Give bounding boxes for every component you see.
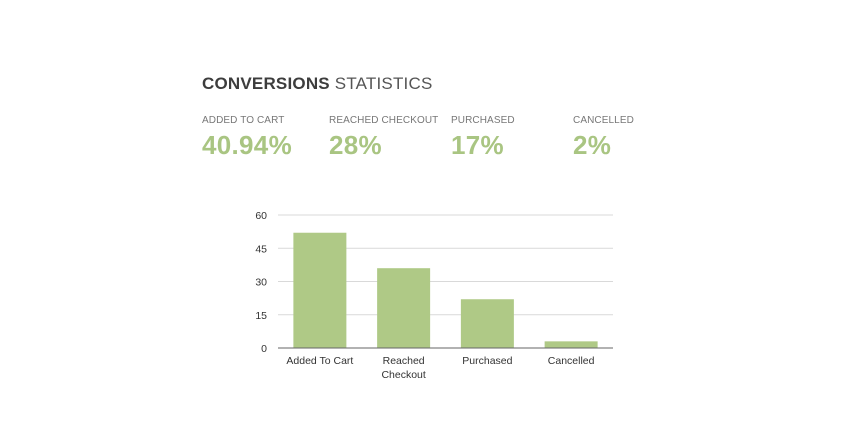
x-tick-label: Checkout	[381, 369, 425, 381]
stat-label: ADDED TO CART	[202, 115, 285, 126]
stat-purchased: PURCHASED 17%	[451, 115, 515, 161]
y-tick-label: 45	[255, 243, 267, 255]
bar	[460, 299, 514, 348]
x-tick-label: Cancelled	[548, 355, 595, 367]
y-tick-label: 15	[255, 310, 267, 322]
stat-value: 2%	[573, 130, 612, 160]
x-tick-label: Added To Cart	[286, 355, 353, 367]
stat-cancelled: CANCELLED 2%	[573, 115, 634, 161]
y-tick-label: 0	[261, 343, 267, 355]
title-light: STATISTICS	[334, 74, 433, 93]
bar	[544, 341, 598, 348]
stat-label: CANCELLED	[573, 115, 634, 126]
x-tick-label: Reached	[383, 355, 425, 367]
stat-value: 40.94%	[202, 130, 292, 160]
bar	[293, 232, 347, 348]
stat-label: PURCHASED	[451, 115, 515, 126]
stat-added-to-cart: ADDED TO CART 40.94%	[202, 115, 292, 161]
stat-label: REACHED CHECKOUT	[329, 115, 439, 126]
stat-value: 28%	[329, 130, 382, 160]
x-tick-label: Purchased	[462, 355, 512, 367]
bar	[377, 268, 431, 348]
conversions-bar-chart: 0 15 30 45 60 Added To Cart Reached Checkout Pur…	[255, 210, 613, 381]
y-tick-label: 60	[255, 210, 267, 222]
page-title: CONVERSIONS STATISTICS	[202, 74, 433, 94]
title-strong: CONVERSIONS	[202, 74, 330, 93]
stat-reached-checkout: REACHED CHECKOUT 28%	[329, 115, 438, 161]
y-tick-label: 30	[255, 277, 267, 289]
stat-value: 17%	[451, 130, 504, 160]
